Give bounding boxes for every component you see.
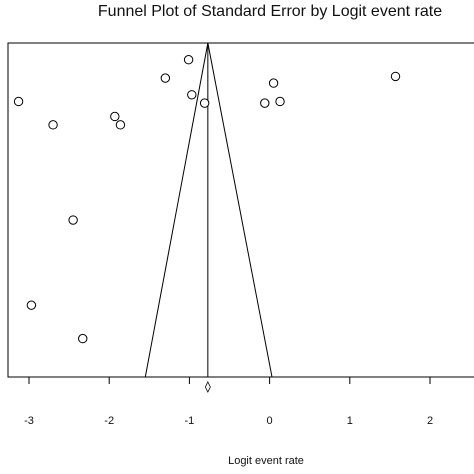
study-point <box>110 111 120 122</box>
funnel-left-line <box>144 42 209 378</box>
x-axis-ticks: -3 -2 -1 0 1 2 <box>24 377 433 427</box>
x-tick-label: -3 <box>24 415 34 427</box>
study-point <box>68 215 78 225</box>
study-point <box>160 73 171 83</box>
x-axis-title: Logit event rate <box>228 455 304 467</box>
study-point <box>13 96 24 107</box>
study-points <box>13 55 401 344</box>
study-point <box>390 71 401 82</box>
study-point <box>78 333 88 344</box>
study-point <box>26 300 37 310</box>
study-point <box>268 78 279 88</box>
chart-title: Funnel Plot of Standard Error by Logit e… <box>98 3 442 20</box>
plot-frame <box>7 42 474 378</box>
study-point <box>260 98 270 108</box>
x-tick-label: -1 <box>185 415 195 427</box>
study-point <box>187 90 197 100</box>
study-point <box>199 98 210 108</box>
summary-diamond-shape <box>204 381 211 393</box>
x-tick-label: 0 <box>267 415 273 427</box>
funnel-lines <box>144 42 273 378</box>
x-tick-label: -2 <box>104 415 114 427</box>
summary-diamond <box>204 381 211 393</box>
study-point <box>48 120 58 130</box>
study-point <box>183 55 194 65</box>
study-point <box>115 120 126 130</box>
x-tick-label: 2 <box>427 415 433 427</box>
x-tick-label: 1 <box>347 415 353 427</box>
study-point <box>275 96 285 107</box>
funnel-right-line <box>207 42 273 378</box>
